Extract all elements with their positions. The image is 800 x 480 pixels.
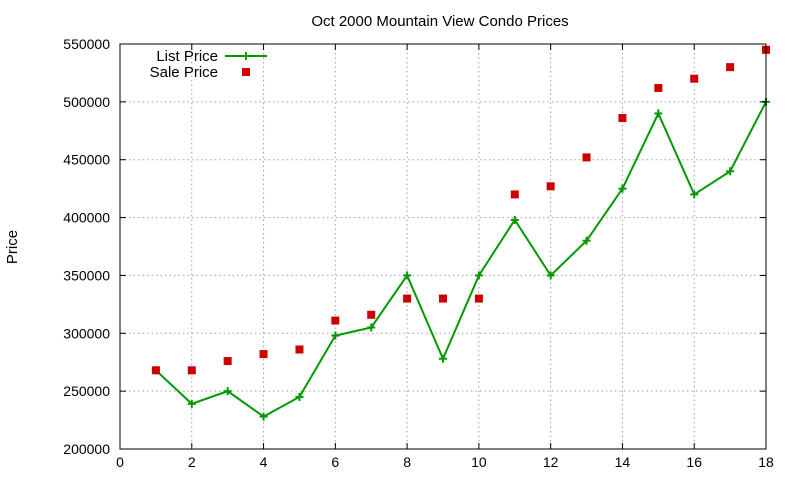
y-tick-label: 550000	[63, 36, 110, 52]
y-tick-label: 400000	[63, 210, 110, 226]
x-tick-label: 14	[615, 454, 631, 470]
list-price-point	[618, 184, 627, 193]
axis-ticks: 0 2 4 6 8 10 12 14 16 18 200000 250000 300000 350000 4…	[63, 36, 774, 470]
list-price-line	[155, 101, 767, 418]
x-tick-label: 6	[331, 454, 339, 470]
list-price-point	[223, 387, 232, 396]
x-tick-label: 10	[471, 454, 487, 470]
sale-price-point	[403, 294, 412, 303]
x-tick-label: 2	[188, 454, 196, 470]
sale-price-point	[618, 114, 627, 123]
list-price-point	[510, 215, 519, 224]
list-price-point	[582, 236, 591, 245]
x-tick-label: 18	[758, 454, 774, 470]
legend-square-marker	[242, 68, 250, 76]
x-tick-label: 8	[403, 454, 411, 470]
sale-price-point	[367, 310, 376, 319]
sale-price-point	[259, 350, 268, 359]
x-tick-label: 0	[116, 454, 124, 470]
sale-price-point	[654, 83, 663, 92]
list-price-point	[439, 354, 447, 363]
y-tick-label: 300000	[63, 325, 110, 341]
list-price-point	[295, 392, 304, 401]
sale-price-point	[474, 294, 483, 303]
list-price-point	[690, 190, 699, 199]
legend-label: Sale Price	[150, 64, 218, 81]
sale-price-point	[510, 190, 519, 199]
list-price-point	[546, 271, 555, 280]
sale-price-series	[151, 45, 770, 375]
sale-price-point	[151, 366, 160, 375]
list-price-point	[259, 412, 268, 421]
x-tick-label: 4	[260, 454, 268, 470]
list-price-series	[151, 97, 770, 421]
list-price-point	[367, 323, 376, 332]
sale-price-point	[582, 153, 591, 162]
plot-frame	[119, 43, 767, 450]
sale-price-point	[439, 294, 447, 303]
list-price-point	[403, 271, 412, 280]
list-price-point	[726, 167, 735, 176]
y-tick-label: 350000	[63, 267, 110, 283]
y-tick-label: 200000	[63, 441, 110, 457]
x-tick-label: 16	[686, 454, 702, 470]
sale-price-point	[546, 182, 555, 191]
y-tick-label: 250000	[63, 383, 110, 399]
series-layer	[151, 45, 770, 421]
grid	[120, 44, 766, 449]
sale-price-point	[295, 345, 304, 354]
y-tick-label: 450000	[63, 152, 110, 168]
list-price-point	[654, 109, 663, 118]
sale-price-point	[331, 316, 340, 325]
list-price-point	[187, 399, 196, 408]
x-tick-label: 12	[543, 454, 559, 470]
y-axis-title: Price	[4, 230, 21, 264]
sale-price-point	[690, 74, 699, 83]
sale-price-point	[726, 63, 735, 72]
legend-plus-marker	[242, 52, 250, 60]
list-price-point	[331, 331, 340, 340]
sale-price-point	[223, 357, 232, 366]
sale-price-point	[187, 366, 196, 375]
chart-title: Oct 2000 Mountain View Condo Prices	[311, 13, 568, 30]
legend-label: List Price	[156, 48, 218, 65]
list-price-point	[474, 271, 483, 280]
y-tick-label: 500000	[63, 94, 110, 110]
